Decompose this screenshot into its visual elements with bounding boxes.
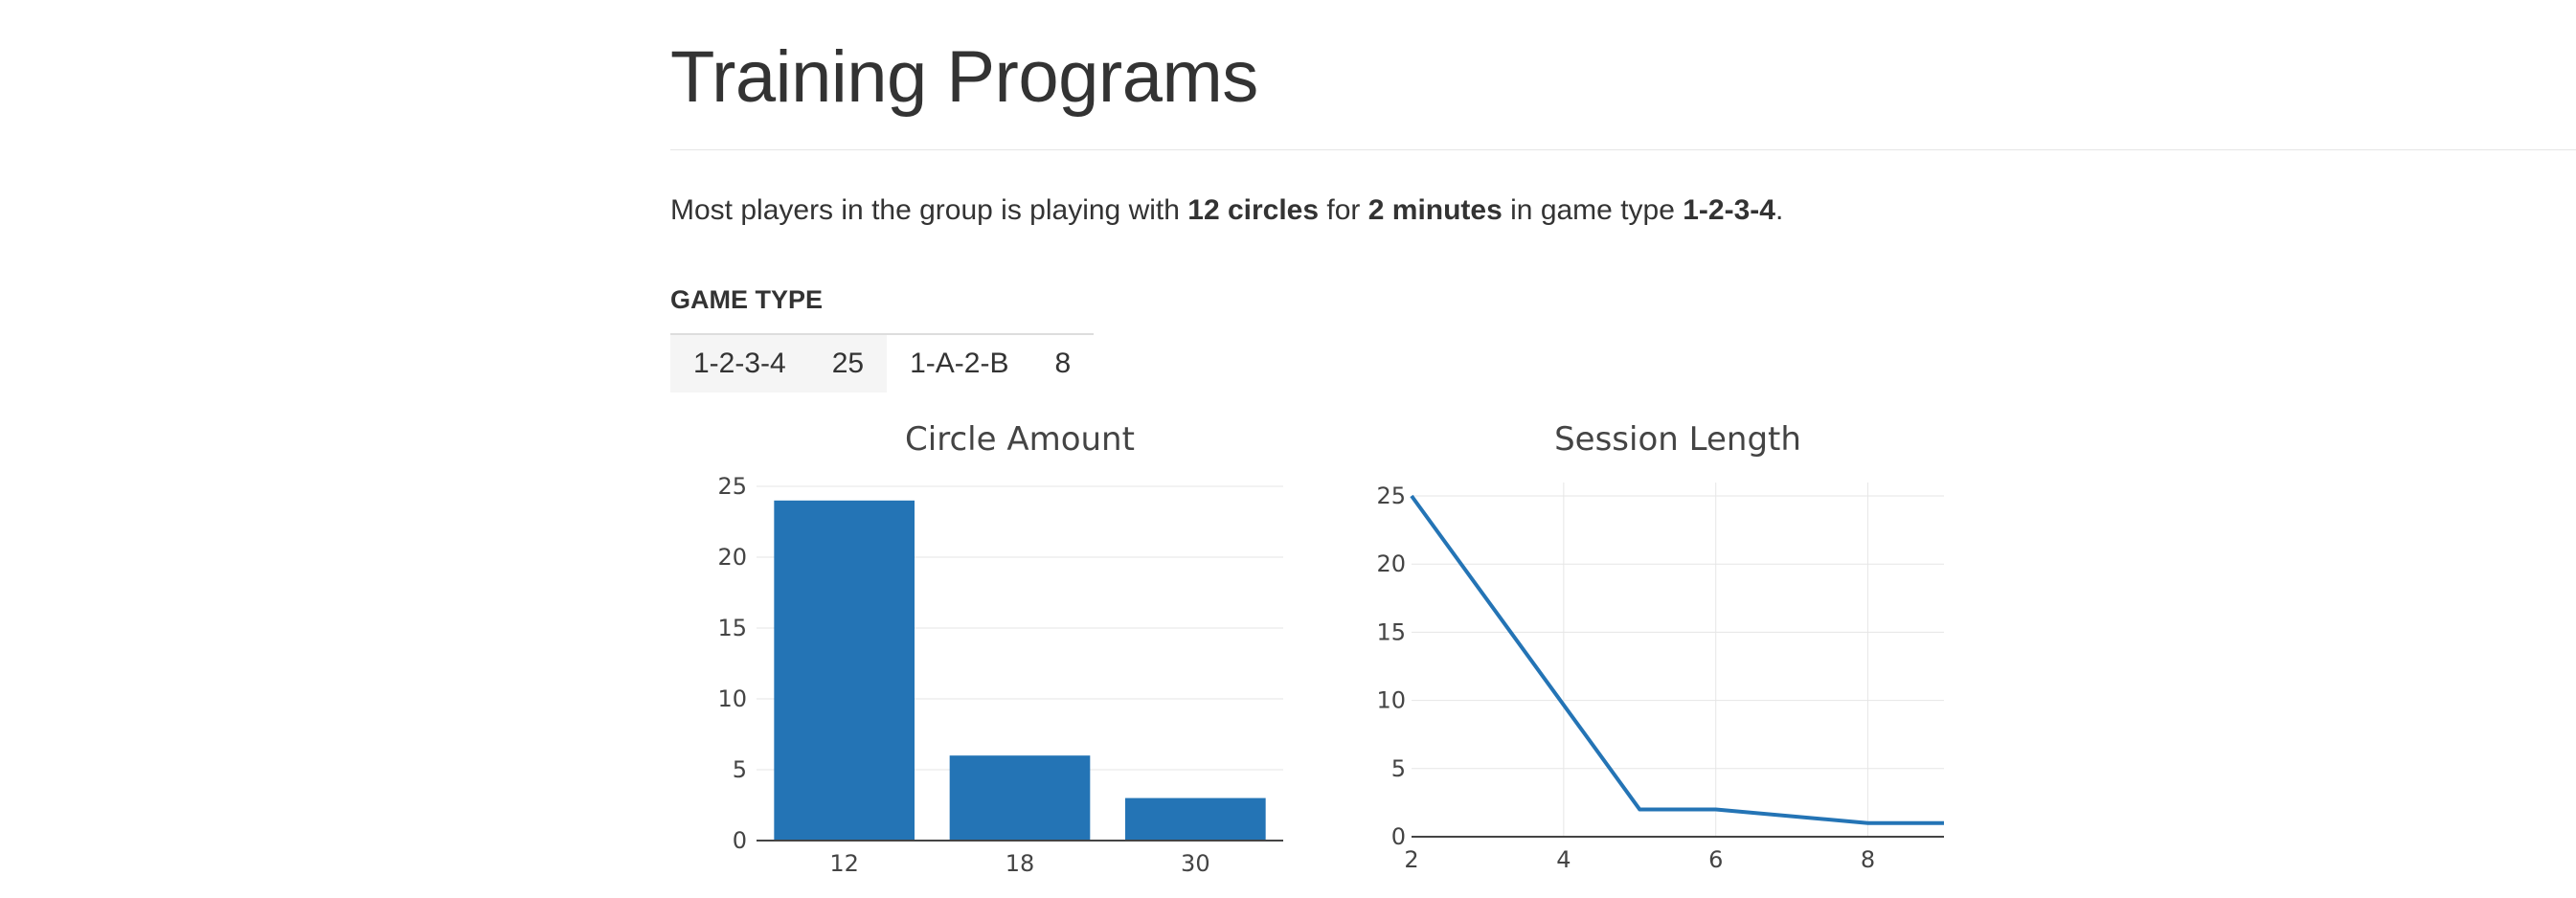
summary-game-type: 1-2-3-4 (1683, 194, 1775, 226)
session-length-chart: Session Length 2 4 6 8 0 5 10 15 20 25 (1322, 412, 1973, 890)
y-tick-label: 5 (1391, 755, 1406, 782)
game-type-heading: GAME TYPE (670, 285, 824, 314)
bar (774, 500, 915, 841)
game-type-name: 1-A-2-B (910, 348, 1009, 379)
y-tick-label: 25 (717, 473, 747, 500)
x-tick-label: 30 (1181, 850, 1210, 877)
game-type-table: 1-2-3-4 25 1-A-2-B 8 (670, 333, 1095, 393)
bar (1125, 797, 1266, 841)
summary-prefix: Most players in the group is playing wit… (670, 194, 1188, 226)
title-divider (670, 149, 2576, 150)
chart-title: Circle Amount (905, 420, 1135, 459)
session-length-svg: Session Length 2 4 6 8 0 5 10 15 20 25 (1376, 420, 1944, 873)
page-title: Training Programs (670, 36, 1258, 118)
summary-text: Most players in the group is playing wit… (670, 193, 1783, 228)
summary-minutes: 2 minutes (1367, 194, 1503, 226)
x-tick-label: 8 (1861, 846, 1875, 873)
bar (949, 755, 1091, 841)
y-tick-label: 20 (1376, 550, 1406, 577)
circle-amount-svg: Circle Amount 0 5 10 15 20 25 12 18 30 (717, 420, 1283, 877)
y-tick-label: 15 (1376, 618, 1406, 645)
summary-mid: in game type (1502, 194, 1683, 226)
x-tick-label: 18 (1006, 850, 1035, 877)
y-tick-label: 15 (717, 615, 747, 641)
summary-circles: 12 circles (1187, 194, 1320, 226)
summary-suffix: . (1774, 194, 1784, 226)
game-type-count: 8 (1054, 348, 1072, 379)
game-type-row: 1-2-3-4 25 1-A-2-B 8 (670, 334, 1094, 393)
game-type-count: 25 (808, 334, 888, 393)
y-tick-label: 25 (1376, 483, 1406, 509)
x-tick-label: 12 (829, 850, 859, 877)
y-tick-label: 0 (733, 827, 747, 854)
y-tick-label: 10 (1376, 687, 1406, 714)
summary-for: for (1319, 194, 1368, 226)
main-content: Training Programs Most players in the gr… (670, 0, 2576, 898)
x-tick-label: 6 (1708, 846, 1723, 873)
y-tick-label: 20 (717, 544, 747, 571)
game-type-name: 1-2-3-4 (670, 334, 809, 393)
x-tick-label: 4 (1556, 846, 1570, 873)
x-tick-label: 2 (1404, 846, 1418, 873)
chart-title: Session Length (1554, 420, 1801, 459)
circle-amount-chart: Circle Amount 0 5 10 15 20 25 12 18 30 (670, 412, 1322, 890)
y-tick-label: 10 (717, 685, 747, 712)
series-line (1410, 494, 1944, 825)
y-tick-label: 5 (733, 756, 747, 783)
y-tick-label: 0 (1391, 823, 1406, 850)
